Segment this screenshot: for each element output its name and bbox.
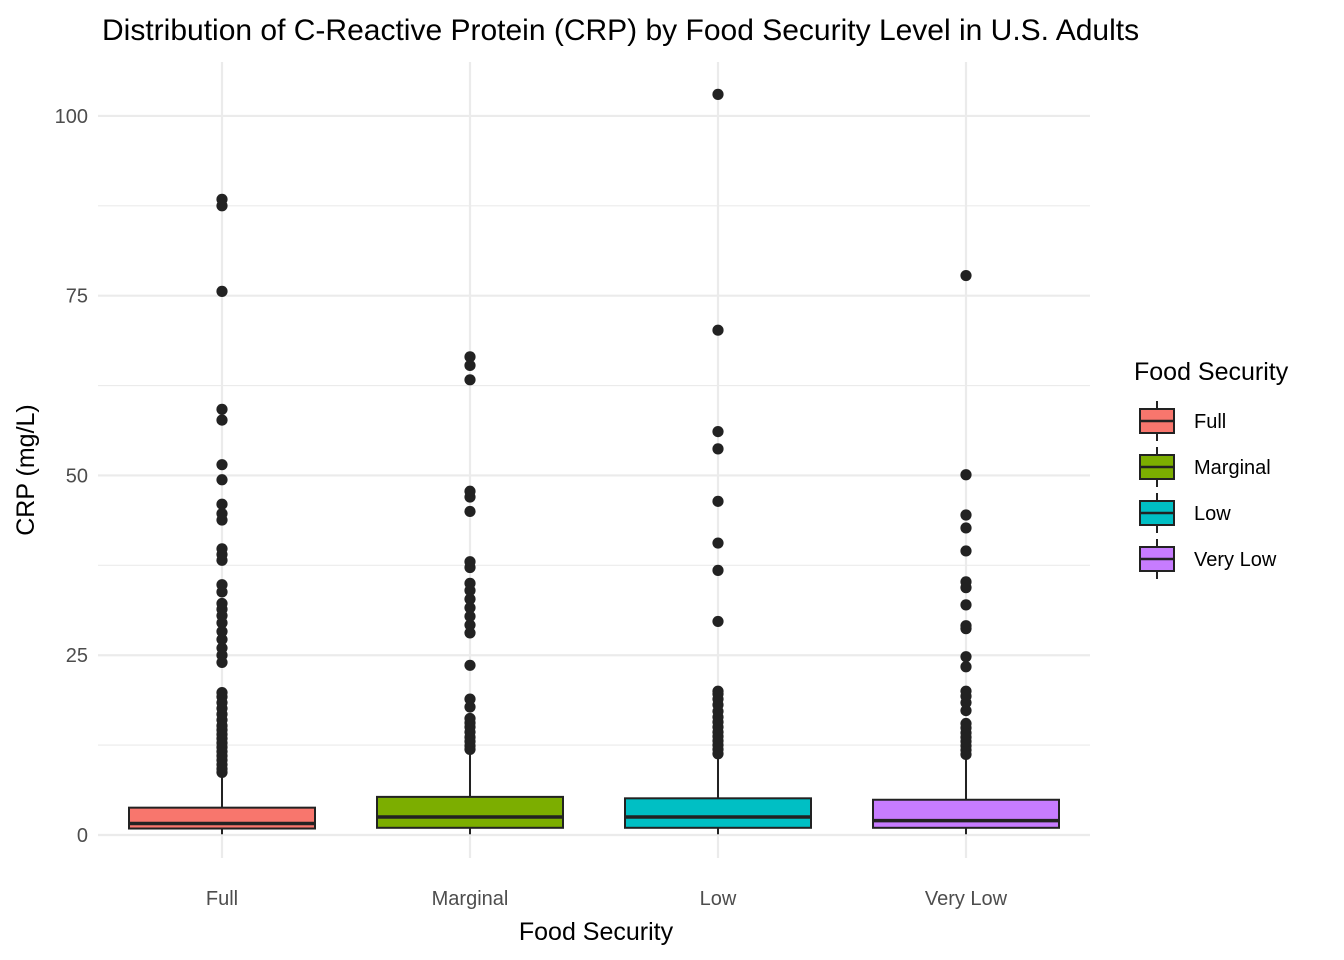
box (624, 797, 812, 829)
outlier-point (960, 269, 972, 282)
outlier-point (216, 403, 228, 415)
outlier-point (216, 498, 228, 510)
outlier-point (960, 522, 972, 534)
outlier-point (464, 602, 476, 614)
x-tick-label: Very Low (925, 888, 1008, 910)
legend-label: Very Low (1194, 549, 1277, 571)
outlier-point (960, 620, 972, 632)
legend-label: Marginal (1194, 457, 1271, 479)
chart-title: Distribution of C-Reactive Protein (CRP)… (102, 14, 1139, 47)
outlier-point (960, 717, 972, 730)
outlier-point (712, 537, 724, 549)
legend-item-full: Full (1139, 401, 1226, 441)
outlier-point (960, 576, 972, 588)
outlier-point (960, 704, 972, 717)
outlier-point (216, 625, 228, 638)
x-axis-title: Food Security (519, 918, 674, 946)
outlier-point (712, 324, 724, 336)
outlier-point (464, 577, 476, 589)
outlier-point (960, 509, 972, 521)
outlier-point (464, 627, 476, 639)
outlier-point (216, 579, 228, 591)
outlier-point (712, 443, 724, 455)
outlier-point (464, 619, 476, 631)
outlier-point (464, 701, 476, 713)
outlier-point (960, 599, 972, 611)
legend-label: Full (1194, 411, 1226, 433)
outlier-point (960, 685, 972, 697)
box-group-marginal (376, 351, 564, 835)
outlier-point (216, 597, 228, 610)
outlier-point (216, 687, 228, 699)
grid (98, 62, 1090, 858)
outlier-point (216, 459, 228, 471)
outlier-point (712, 564, 724, 576)
outlier-point (464, 359, 476, 372)
outlier-point (216, 633, 228, 646)
box-group-full (128, 193, 316, 835)
outlier-point (960, 545, 972, 557)
y-axis-ticks: 0 25 50 75 100 (55, 106, 88, 847)
outlier-point (712, 615, 724, 628)
box (872, 798, 1060, 829)
outlier-point (464, 593, 476, 605)
box-group-low (624, 88, 812, 835)
outlier-point (464, 505, 476, 518)
outlier-point (216, 642, 228, 654)
y-tick-label: 100 (55, 106, 88, 128)
box (128, 806, 316, 830)
outlier-point (464, 556, 476, 568)
x-tick-label: Marginal (432, 888, 509, 910)
outlier-point (464, 374, 476, 386)
outlier-point (464, 351, 476, 363)
outlier-point (464, 712, 476, 725)
legend-item-very-low: Very Low (1139, 539, 1277, 579)
x-tick-label: Full (206, 888, 238, 910)
outlier-point (464, 693, 476, 705)
y-tick-label: 0 (77, 825, 88, 847)
outlier-point (216, 285, 228, 297)
y-tick-label: 50 (66, 465, 88, 487)
outlier-point (960, 651, 972, 663)
y-tick-label: 75 (66, 286, 88, 308)
outlier-point (216, 193, 228, 205)
outlier-point (216, 543, 228, 555)
legend-item-low: Low (1139, 493, 1231, 533)
outlier-point (712, 88, 724, 100)
legend-title: Food Security (1134, 358, 1289, 386)
outlier-point (712, 685, 724, 697)
outlier-point (464, 610, 476, 622)
outlier-point (960, 469, 972, 481)
y-tick-label: 25 (66, 645, 88, 667)
outlier-point (216, 474, 228, 486)
outlier-point (216, 507, 228, 520)
legend-item-marginal: Marginal (1139, 447, 1271, 487)
x-tick-label: Low (700, 888, 737, 910)
y-axis-title: CRP (mg/L) (12, 404, 40, 536)
legend-label: Low (1194, 503, 1231, 525)
outlier-point (712, 425, 724, 438)
box-group-very-low (872, 269, 1060, 835)
outlier-point (712, 495, 724, 507)
outlier-point (960, 661, 972, 673)
boxes (128, 88, 1060, 835)
box (376, 795, 564, 829)
outlier-point (464, 485, 476, 497)
outlier-point (464, 659, 476, 671)
outlier-point (216, 414, 228, 426)
x-axis-ticks: Full Marginal Low Very Low (206, 888, 1008, 910)
legend-items: Full Marginal Low Very Low (1139, 401, 1277, 579)
legend: Food Security Full Marginal Low Very Low (1134, 358, 1289, 579)
